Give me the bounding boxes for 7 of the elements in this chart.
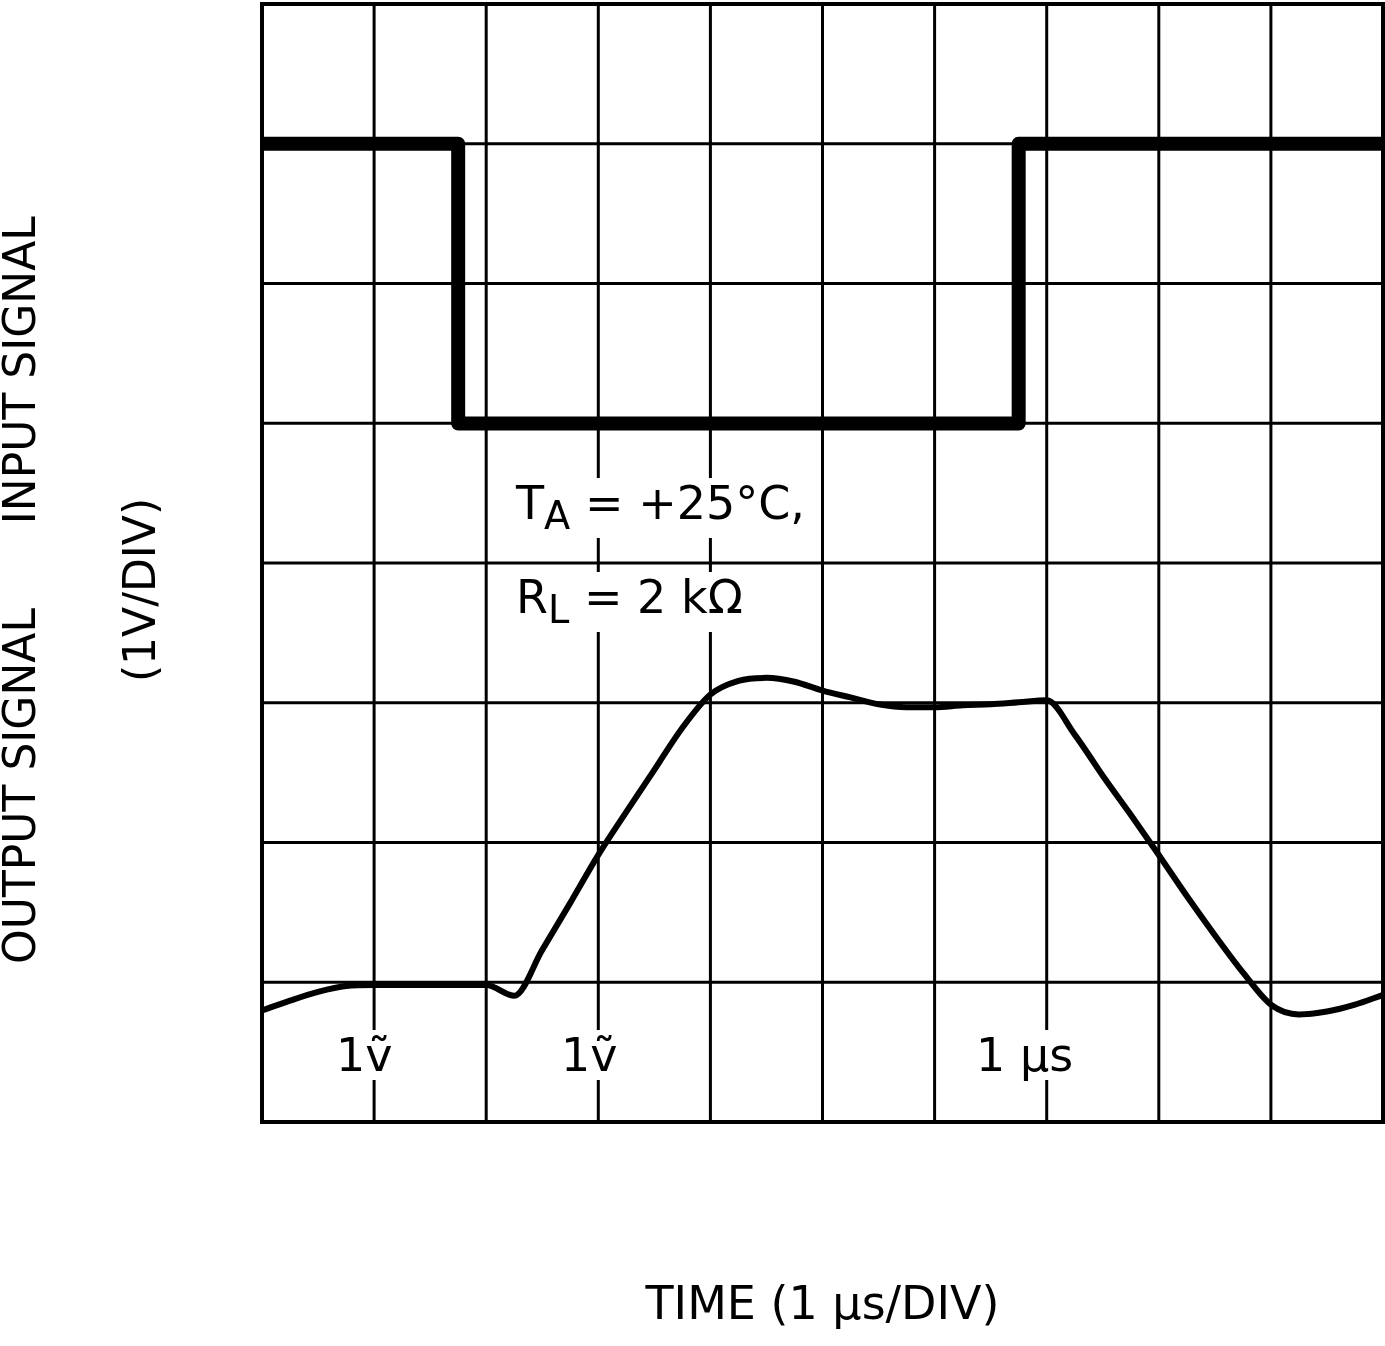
annotation: R$_{L}$ = 2 kΩ bbox=[510, 570, 749, 633]
annotation: 1ṽ bbox=[555, 1028, 624, 1082]
annotation: 1 μs bbox=[970, 1028, 1080, 1082]
text: OUTPUT SIGNAL INPUT SIGNAL (1V/DIV) bbox=[0, 216, 165, 964]
annotation: 1ṽ bbox=[330, 1028, 399, 1082]
x-axis-title: TIME (1 μs/DIV) bbox=[644, 1276, 1001, 1330]
annotation: T$_{A}$ = +25°C, bbox=[510, 476, 811, 539]
